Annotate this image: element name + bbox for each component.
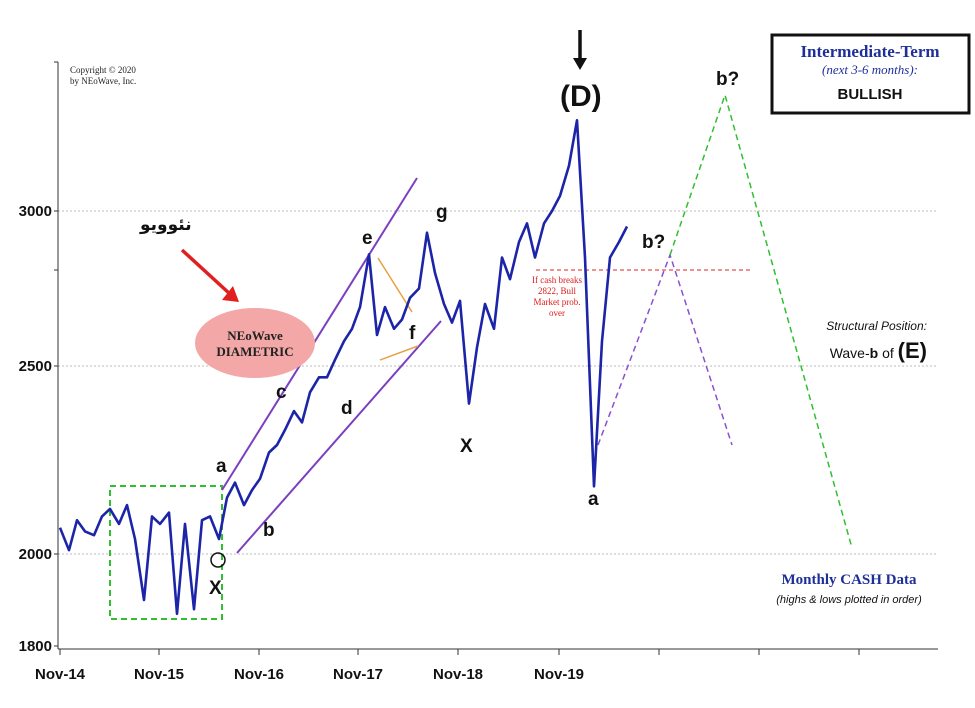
triangle-upper-line (377, 257, 413, 313)
monthly-title: Monthly CASH Data (781, 572, 917, 588)
ellipse-label-1: NEoWave (227, 328, 283, 343)
wave-label-b-question-2: b? (716, 69, 739, 90)
y-tick-label-2500: 2500 (19, 358, 52, 375)
wave-label-g: g (436, 202, 448, 223)
wave-label-d: d (341, 398, 353, 419)
red-arrow-head (222, 286, 239, 302)
outlook-value: BULLISH (838, 86, 903, 103)
note-line-2: 2822, Bull (538, 286, 577, 296)
wave-label-b-question-1: b? (642, 232, 665, 253)
arabic-label: نئوویو (139, 215, 192, 235)
diametric-ellipse (195, 308, 315, 378)
structural-b: b (870, 345, 879, 361)
top-arrow-head (573, 58, 587, 70)
wave-label-D: (D) (560, 80, 602, 113)
note-line-3: Market prob. (534, 297, 581, 307)
wave-label-f: f (409, 323, 416, 344)
gridlines (58, 210, 938, 555)
y-tick-label-2000: 2000 (19, 546, 52, 563)
y-axis-ticks: 1800 2000 2500 3000 (19, 61, 58, 655)
base-box (109, 485, 223, 620)
copyright-line-2: by NEoWave, Inc. (70, 76, 136, 86)
projection-green (669, 92, 853, 549)
structural-wave: (E) (898, 338, 927, 363)
wave-label-a-2016: a (216, 456, 227, 477)
x-tick-label-Nov-16: Nov-16 (234, 666, 284, 683)
x-axis-ticks: Nov-14 Nov-15 Nov-16 Nov-17 Nov-18 Nov-19 (35, 649, 860, 683)
outlook-title: Intermediate-Term (800, 42, 939, 61)
copyright-line-1: Copyright © 2020 (70, 65, 136, 75)
wave-label-e: e (362, 228, 373, 249)
y-tick-label-1800: 1800 (19, 638, 52, 655)
structural-of: of (878, 345, 897, 361)
x-tick-label-Nov-15: Nov-15 (134, 666, 184, 683)
axes (57, 62, 938, 650)
note-line-1: If cash breaks (532, 275, 582, 285)
price-series-line (58, 119, 629, 616)
wave-label-X-2016: X (209, 578, 222, 599)
triangle-lower-line (379, 345, 419, 361)
note-line-4: over (549, 308, 565, 318)
structural-prefix: Wave- (830, 345, 870, 361)
wave-label-c: c (276, 382, 287, 403)
red-arrow-shaft (180, 248, 232, 296)
projection-purple (597, 252, 733, 446)
outlook-subtitle: (next 3-6 months): (822, 62, 918, 77)
structural-value: Wave-b of (E) (830, 338, 927, 363)
ellipse-label-2: DIAMETRIC (216, 344, 293, 359)
channel-lower-line (236, 320, 442, 554)
x-tick-label-Nov-14: Nov-14 (35, 666, 86, 683)
x-tick-label-Nov-17: Nov-17 (333, 666, 383, 683)
x-marker-circle (210, 552, 226, 568)
wave-label-b: b (263, 520, 275, 541)
wave-label-X-2018: X (460, 436, 473, 457)
outlook-box (770, 33, 971, 115)
x-tick-label-Nov-18: Nov-18 (433, 666, 483, 683)
x-tick-label-Nov-19: Nov-19 (534, 666, 584, 683)
wave-label-a-2020: a (588, 489, 599, 510)
structural-label: Structural Position: (826, 319, 927, 333)
monthly-subtitle: (highs & lows plotted in order) (776, 594, 922, 606)
y-tick-label-3000: 3000 (19, 203, 52, 220)
channel-upper-line (221, 177, 418, 491)
